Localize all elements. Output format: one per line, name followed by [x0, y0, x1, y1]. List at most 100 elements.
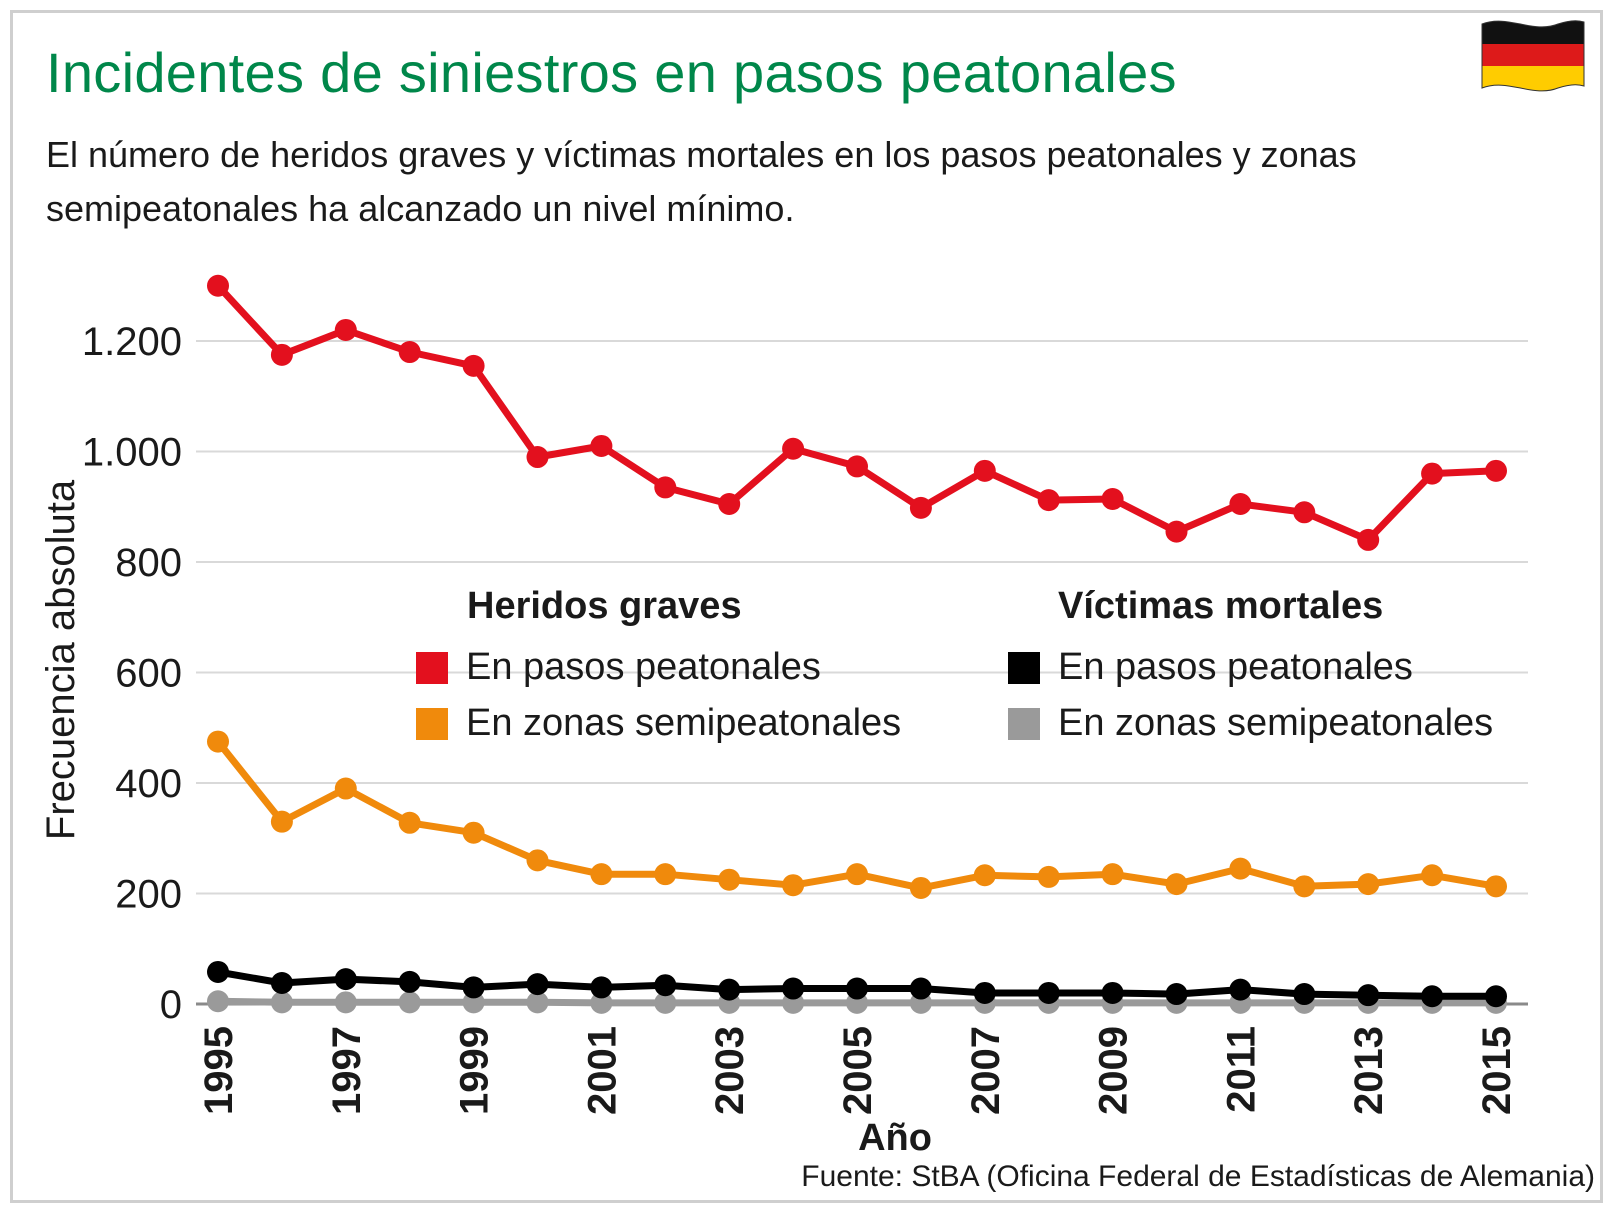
data-point	[207, 990, 229, 1013]
data-point	[1229, 492, 1252, 515]
data-point	[654, 974, 677, 997]
data-point	[398, 811, 421, 834]
data-point	[718, 868, 741, 891]
data-point	[1421, 864, 1444, 887]
x-tick-label: 1999	[453, 1026, 497, 1115]
data-point	[1037, 489, 1060, 512]
data-point	[654, 863, 677, 886]
x-tick-label: 2013	[1347, 1026, 1391, 1115]
data-point	[526, 446, 549, 469]
data-point	[1037, 981, 1060, 1004]
data-point	[718, 492, 741, 515]
data-point	[909, 977, 932, 1000]
data-point	[334, 777, 357, 800]
y-tick-label: 200	[115, 873, 182, 917]
legend-title-victimas: Víctimas mortales	[1058, 585, 1384, 627]
data-point	[1421, 985, 1444, 1008]
data-point	[973, 864, 996, 887]
source-note: Fuente: StBA (Oficina Federal de Estadís…	[801, 1160, 1595, 1193]
data-point	[334, 968, 357, 991]
data-point	[1229, 857, 1252, 880]
legend-title-heridos: Heridos graves	[467, 585, 742, 627]
data-point	[334, 991, 357, 1014]
x-tick-label: 2007	[964, 1026, 1008, 1115]
legend-label: En pasos peatonales	[466, 646, 821, 688]
data-point	[1165, 983, 1188, 1006]
y-tick-label: 600	[115, 652, 182, 696]
data-point	[654, 476, 677, 499]
data-point	[909, 496, 932, 519]
data-point	[782, 437, 805, 460]
x-tick-label: 2009	[1092, 1026, 1136, 1115]
data-point	[1165, 520, 1188, 543]
x-axis-title: Año	[858, 1117, 932, 1159]
x-tick-label: 2003	[708, 1026, 752, 1115]
data-point	[909, 876, 932, 899]
chart-subtitle: El número de heridos graves y víctimas m…	[46, 134, 1357, 229]
data-point	[654, 991, 677, 1014]
data-point	[973, 981, 996, 1004]
data-point	[1293, 501, 1316, 524]
y-tick-label: 400	[115, 762, 182, 806]
x-tick-label: 2015	[1475, 1026, 1519, 1115]
y-tick-label: 1.000	[82, 431, 182, 475]
data-point	[207, 730, 229, 753]
data-point	[1293, 875, 1316, 898]
data-point	[590, 434, 613, 457]
legend-label: En zonas semipeatonales	[466, 702, 902, 744]
data-point	[1485, 985, 1507, 1008]
legend-swatch-black	[1008, 651, 1040, 684]
y-axis-title: Frecuencia absoluta	[39, 479, 83, 840]
data-point	[590, 991, 613, 1014]
legend-item-heridos-zonas: En zonas semipeatonales	[416, 702, 901, 745]
data-point	[270, 972, 293, 995]
data-point	[846, 977, 868, 1000]
data-point	[1101, 863, 1124, 886]
data-point	[398, 341, 421, 364]
x-tick-label: 2005	[836, 1026, 880, 1115]
chart-title: Incidentes de siniestros en pasos peaton…	[46, 41, 1177, 104]
data-point	[462, 354, 485, 377]
data-point	[207, 960, 229, 983]
data-point	[1357, 873, 1380, 896]
x-tick-label: 2011	[1219, 1026, 1263, 1113]
data-point	[1485, 875, 1507, 898]
data-point	[270, 343, 293, 366]
data-point	[590, 976, 613, 999]
data-point	[398, 970, 421, 993]
data-point	[846, 863, 868, 886]
data-point	[1037, 865, 1060, 888]
data-point	[334, 318, 357, 341]
data-point	[207, 274, 229, 297]
x-tick-label: 1995	[197, 1026, 241, 1115]
data-point	[398, 991, 421, 1014]
y-tick-label: 800	[115, 541, 182, 585]
legend-item-victimas-pasos: En pasos peatonales	[1008, 646, 1413, 689]
data-point	[462, 821, 485, 844]
y-tick-label: 1.200	[82, 320, 182, 364]
x-tick-label: 2001	[580, 1026, 624, 1115]
data-point	[1357, 528, 1380, 551]
data-point	[526, 991, 549, 1014]
data-point	[1485, 459, 1507, 482]
data-point	[1293, 983, 1316, 1006]
legend-swatch-orange	[416, 707, 448, 740]
data-point	[270, 810, 293, 833]
legend-label: En pasos peatonales	[1058, 646, 1413, 688]
data-point	[1101, 488, 1124, 511]
legend-swatch-gray	[1008, 707, 1040, 740]
data-point	[718, 978, 741, 1001]
legend-label: En zonas semipeatonales	[1058, 702, 1494, 744]
data-point	[590, 863, 613, 886]
data-point	[782, 874, 805, 897]
legend-swatch-red	[416, 651, 448, 684]
legend-item-heridos-pasos: En pasos peatonales	[416, 646, 821, 689]
data-point	[782, 977, 805, 1000]
x-tick-label: 1997	[325, 1026, 369, 1115]
germany-flag-icon	[1481, 20, 1585, 92]
data-point	[1421, 462, 1444, 485]
data-point	[973, 459, 996, 482]
data-point	[1101, 981, 1124, 1004]
data-point	[526, 973, 549, 996]
